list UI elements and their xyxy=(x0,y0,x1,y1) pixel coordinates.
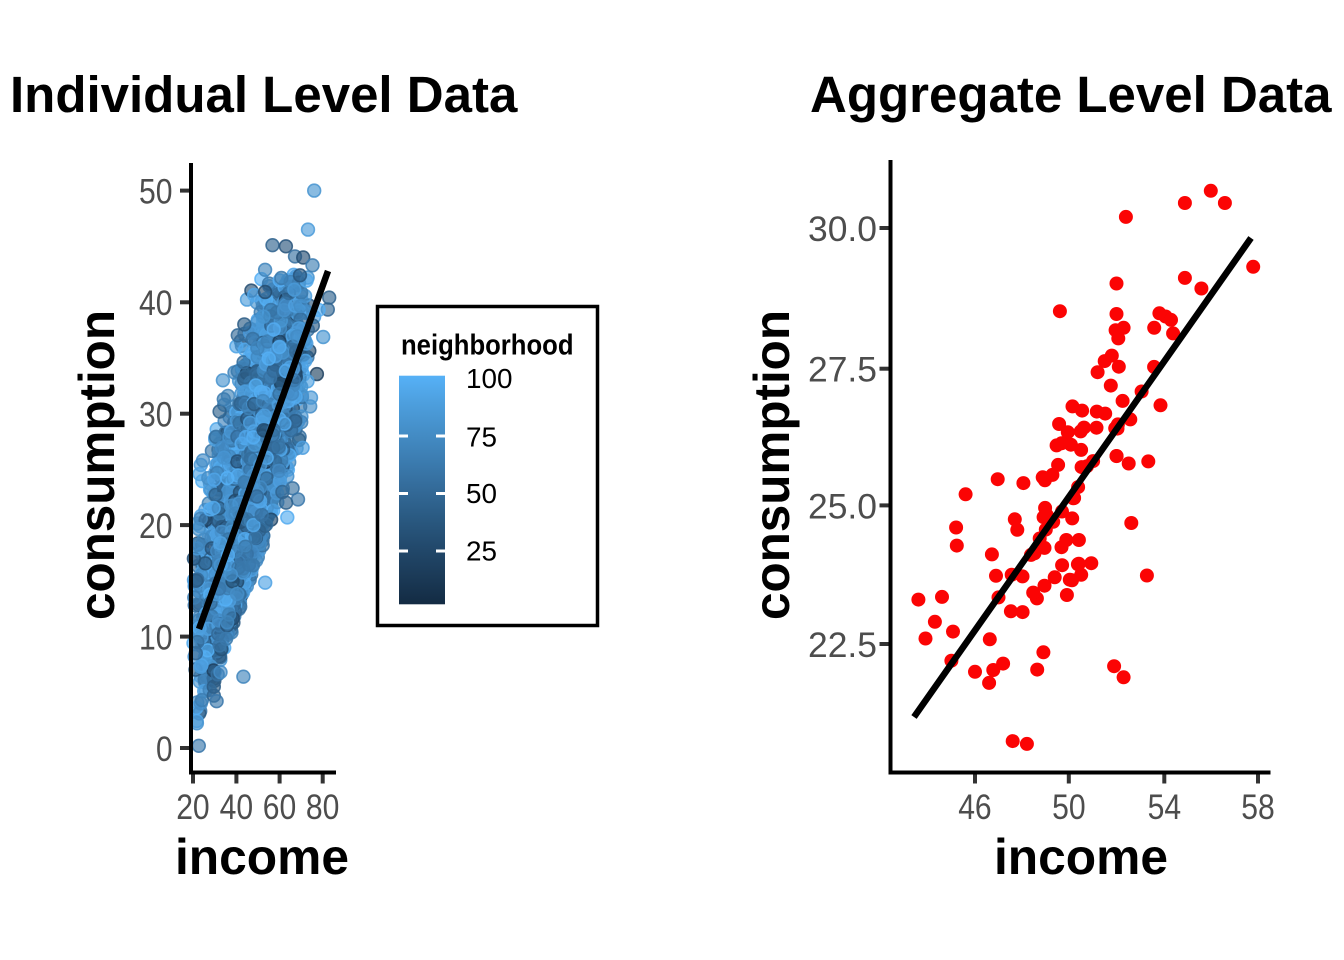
svg-text:20: 20 xyxy=(176,787,210,827)
svg-text:80: 80 xyxy=(306,787,340,827)
svg-text:50: 50 xyxy=(139,172,173,212)
svg-text:consumption: consumption xyxy=(69,310,125,620)
svg-text:40: 40 xyxy=(139,283,173,323)
svg-text:Aggregate Level Data: Aggregate Level Data xyxy=(810,66,1332,123)
svg-text:40: 40 xyxy=(220,787,254,827)
svg-text:30.0: 30.0 xyxy=(808,209,877,249)
svg-text:income: income xyxy=(175,829,349,885)
svg-text:neighborhood: neighborhood xyxy=(401,330,574,362)
svg-text:consumption: consumption xyxy=(744,310,800,620)
svg-text:25.0: 25.0 xyxy=(808,486,877,526)
svg-text:income: income xyxy=(994,829,1168,885)
svg-text:10: 10 xyxy=(139,618,173,658)
svg-text:50: 50 xyxy=(466,478,497,509)
svg-text:30: 30 xyxy=(139,395,173,435)
svg-text:75: 75 xyxy=(466,422,497,453)
svg-text:60: 60 xyxy=(263,787,297,827)
svg-text:20: 20 xyxy=(139,506,173,546)
svg-text:27.5: 27.5 xyxy=(808,350,877,390)
svg-text:58: 58 xyxy=(1241,787,1275,827)
svg-text:100: 100 xyxy=(466,363,513,394)
svg-text:50: 50 xyxy=(1052,787,1086,827)
svg-text:46: 46 xyxy=(958,787,992,827)
svg-text:0: 0 xyxy=(156,729,173,769)
svg-text:25: 25 xyxy=(466,536,497,567)
svg-text:Individual Level Data: Individual Level Data xyxy=(10,66,518,123)
svg-text:54: 54 xyxy=(1148,787,1182,827)
svg-text:22.5: 22.5 xyxy=(808,625,877,665)
